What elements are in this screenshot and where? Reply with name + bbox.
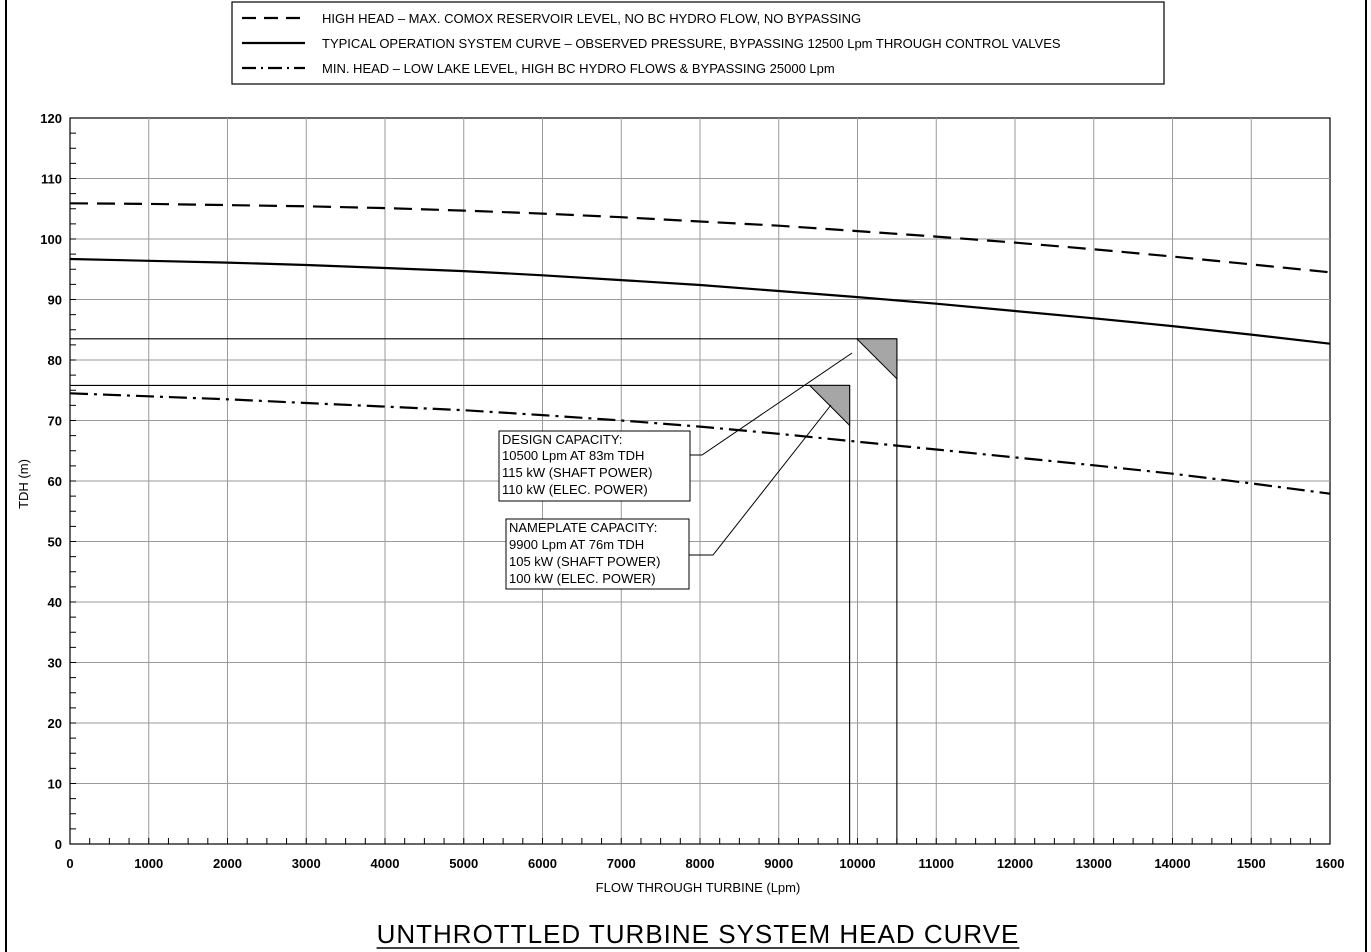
design-capacity-reference-line bbox=[70, 338, 898, 844]
series-line-1 bbox=[69, 257, 1331, 345]
axis-ticks bbox=[70, 132, 1311, 844]
x-tick-label: 13000 bbox=[1076, 856, 1112, 871]
x-tick-label: 2000 bbox=[213, 856, 242, 871]
y-tick-label: 30 bbox=[48, 656, 62, 671]
series-lines bbox=[69, 202, 1331, 495]
y-axis-label: TDH (m) bbox=[16, 459, 31, 509]
x-tick-label: 12000 bbox=[997, 856, 1033, 871]
x-tick-labels: 0 1000 2000 3000 4000 5000 6000 7000 8000 9000 100… bbox=[66, 856, 1344, 871]
nameplate-capacity-line-4: 100 kW (ELEC. POWER) bbox=[509, 571, 656, 586]
x-tick-label: 11000 bbox=[919, 856, 954, 871]
x-tick-label: 10000 bbox=[839, 856, 875, 871]
series-line-2 bbox=[69, 392, 1331, 495]
x-axis-label: FLOW THROUGH TURBINE (Lpm) bbox=[596, 880, 801, 895]
x-tick-label: 4000 bbox=[371, 856, 400, 871]
y-tick-label: 50 bbox=[48, 535, 62, 550]
y-tick-label: 120 bbox=[40, 111, 62, 126]
nameplate-capacity-line-2: 9900 Lpm AT 76m TDH bbox=[509, 537, 644, 552]
y-tick-label: 0 bbox=[55, 837, 62, 852]
design-capacity-line-2: 10500 Lpm AT 83m TDH bbox=[502, 448, 644, 463]
y-tick-label: 110 bbox=[41, 172, 62, 187]
y-tick-label: 90 bbox=[48, 293, 62, 308]
y-tick-label: 100 bbox=[40, 232, 62, 247]
series-line-0 bbox=[69, 202, 1331, 274]
x-tick-label: 1500 bbox=[1237, 856, 1266, 871]
nameplate-capacity-leader bbox=[689, 404, 832, 556]
y-tick-label: 80 bbox=[48, 353, 62, 368]
y-tick-label: 40 bbox=[48, 595, 62, 610]
grid bbox=[70, 118, 1330, 844]
design-capacity-line-4: 110 kW (ELEC. POWER) bbox=[502, 482, 648, 497]
x-tick-label: 8000 bbox=[686, 856, 715, 871]
design-capacity-box bbox=[498, 430, 691, 502]
x-tick-label: 6000 bbox=[528, 856, 557, 871]
x-tick-label: 1600 bbox=[1316, 856, 1345, 871]
legend-label-min-head: MIN. HEAD – LOW LAKE LEVEL, HIGH BC HYDR… bbox=[322, 61, 835, 76]
y-tick-label: 20 bbox=[48, 716, 62, 731]
y-tick-labels: 0 10 20 30 40 50 60 70 80 90 100 110 120 bbox=[40, 111, 62, 852]
x-tick-label: 3000 bbox=[292, 856, 321, 871]
design-capacity-line-3: 115 kW (SHAFT POWER) bbox=[502, 465, 652, 480]
design-capacity-callout: DESIGN CAPACITY: 10500 Lpm AT 83m TDH 11… bbox=[498, 352, 853, 502]
legend-box bbox=[231, 1, 1165, 85]
design-capacity-marker bbox=[855, 338, 898, 381]
capacity-reference-lines bbox=[70, 338, 898, 844]
y-tick-label: 10 bbox=[48, 777, 62, 792]
y-tick-label: 60 bbox=[48, 474, 62, 489]
legend: HIGH HEAD – MAX. COMOX RESERVOIR LEVEL, … bbox=[231, 1, 1165, 85]
x-tick-label: 1000 bbox=[134, 856, 163, 871]
y-tick-label: 70 bbox=[48, 414, 62, 429]
nameplate-capacity-box bbox=[505, 518, 690, 590]
nameplate-capacity-line-3: 105 kW (SHAFT POWER) bbox=[509, 554, 660, 569]
x-tick-label: 5000 bbox=[449, 856, 478, 871]
design-capacity-leader bbox=[690, 352, 853, 456]
chart-title: UNTHROTTLED TURBINE SYSTEM HEAD CURVE bbox=[377, 919, 1020, 949]
nameplate-capacity-callout: NAMEPLATE CAPACITY: 9900 Lpm AT 76m TDH … bbox=[505, 404, 832, 590]
nameplate-capacity-marker bbox=[808, 384, 851, 427]
nameplate-capacity-reference-line bbox=[70, 384, 851, 844]
x-tick-label: 0 bbox=[66, 856, 73, 871]
design-capacity-line-1: DESIGN CAPACITY: bbox=[502, 432, 622, 447]
legend-label-typical: TYPICAL OPERATION SYSTEM CURVE – OBSERVE… bbox=[322, 36, 1061, 51]
nameplate-capacity-line-1: NAMEPLATE CAPACITY: bbox=[509, 520, 657, 535]
legend-label-high-head: HIGH HEAD – MAX. COMOX RESERVOIR LEVEL, … bbox=[322, 11, 861, 26]
x-tick-label: 9000 bbox=[764, 856, 793, 871]
x-tick-label: 7000 bbox=[607, 856, 636, 871]
x-tick-label: 14000 bbox=[1154, 856, 1190, 871]
